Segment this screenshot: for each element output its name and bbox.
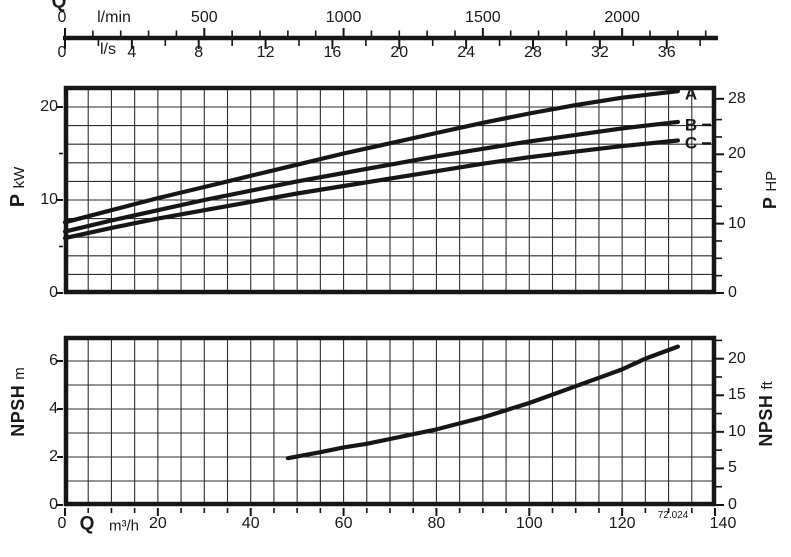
m3h-tick-label: 0	[57, 515, 67, 532]
m3h-tick-label: 60	[334, 515, 353, 532]
npsh-curve-y2-tick-label: 20	[728, 349, 746, 367]
power-curves-y-tick-label: 10	[40, 190, 58, 208]
m3h-tick-label: 140	[709, 515, 737, 532]
power-curves-y-tick-label: 20	[40, 97, 58, 115]
power-y2-axis-symbol: P	[760, 196, 780, 210]
ls-tick-label: 28	[524, 44, 542, 61]
lmin-tick-label: 0	[57, 9, 67, 26]
chart-code: 72.024	[657, 510, 689, 521]
curve-label-B: B	[684, 115, 698, 135]
m3h-tick-label: 80	[427, 515, 446, 532]
npsh-curve-panel	[57, 335, 724, 507]
power-curves-panel	[57, 85, 724, 295]
npsh-y-axis-title: NPSH m	[8, 367, 28, 437]
bottom-flow-axis	[64, 508, 716, 516]
m3h-tick-label: 20	[148, 515, 167, 532]
npsh-curve-y-tick-label: 4	[49, 400, 58, 417]
lmin-tick-label: 2000	[604, 9, 640, 26]
ls-tick-label: 0	[57, 44, 67, 61]
power-y-axis-symbol: P	[7, 193, 29, 208]
power-curves-y2-tick-label: 10	[728, 214, 746, 232]
npsh-curve-y2-tick-label: 5	[728, 459, 737, 477]
ls-tick-label: 20	[390, 44, 409, 61]
lmin-tick-label: 1500	[465, 9, 501, 26]
curve-C	[62, 138, 680, 241]
top-flow-symbol: Q	[51, 0, 67, 13]
npsh-curve-y-tick-label: 0	[49, 496, 58, 513]
npsh-y-axis-symbol: NPSH	[8, 384, 28, 437]
power-curves-y2-tick-label: 20	[728, 145, 746, 163]
power-y2-axis-title: P HP	[760, 170, 780, 210]
m3h-tick-label: 40	[241, 515, 260, 532]
top-lmin-unit-label: l/min	[97, 9, 131, 26]
power-curves-y2-tick-label: 28	[728, 89, 746, 107]
npsh-y2-axis-symbol: NPSH	[756, 394, 776, 447]
npsh-curve-y2-tick-label: 0	[728, 496, 737, 513]
ls-tick-label: 16	[323, 44, 342, 61]
bottom-flow-symbol: Q	[79, 513, 95, 535]
npsh-curve-y-tick-label: 2	[49, 448, 58, 465]
npsh-y-axis-unit: m	[11, 367, 28, 380]
bottom-flow-unit-label: m³/h	[109, 517, 139, 535]
top-flow-axis	[63, 28, 718, 49]
m3h-tick-label: 100	[515, 515, 543, 532]
lmin-tick-label: 500	[190, 9, 218, 26]
npsh-curve-y-tick-label: 6	[49, 352, 58, 369]
curve-B	[62, 119, 680, 234]
ls-tick-label: 36	[657, 44, 676, 61]
power-y2-axis-unit: HP	[763, 170, 780, 192]
npsh-curve-y2-tick-label: 15	[728, 386, 746, 404]
npsh-y2-axis-title: NPSH ft	[756, 381, 776, 447]
m3h-tick-label: 120	[608, 515, 636, 532]
curve-NPSH	[285, 344, 680, 461]
ls-tick-label: 12	[256, 44, 275, 61]
ls-tick-label: 8	[194, 44, 204, 61]
power-curves-y2-tick-label: 0	[728, 284, 737, 301]
ls-tick-label: 24	[457, 44, 476, 61]
curve-label-C: C	[684, 133, 698, 153]
power-curves-y-tick-label: 0	[49, 284, 58, 301]
npsh-y2-axis-unit: ft	[759, 381, 776, 390]
top-ls-unit-label: l/s	[100, 41, 116, 58]
ls-tick-label: 4	[127, 44, 137, 61]
lmin-tick-label: 1000	[325, 9, 362, 26]
curve-label-A: A	[684, 84, 698, 104]
npsh-curve-y2-tick-label: 10	[728, 422, 746, 440]
ls-tick-label: 32	[590, 44, 609, 61]
curve-A	[62, 89, 680, 225]
power-y-axis-unit: kW	[11, 166, 28, 189]
